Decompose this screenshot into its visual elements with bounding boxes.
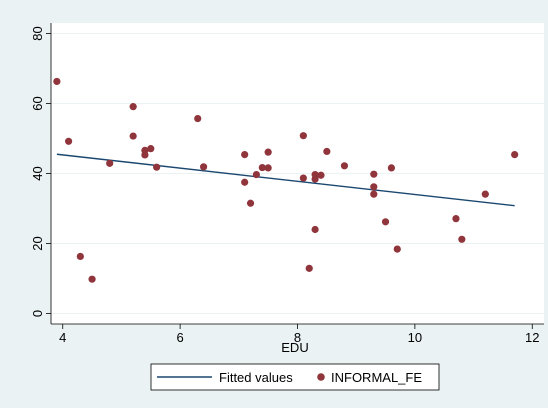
legend: Fitted values INFORMAL_FE [150, 363, 440, 391]
data-point [258, 163, 266, 172]
data-point [370, 190, 378, 198]
data-point [241, 151, 249, 159]
y-tick-label: 60 [30, 96, 45, 110]
data-point [153, 163, 161, 171]
data-point [458, 235, 466, 243]
data-point [129, 132, 137, 140]
data-point [317, 171, 325, 179]
data-point [381, 218, 390, 226]
data-point [264, 164, 272, 172]
data-point [65, 137, 73, 145]
data-point [311, 225, 319, 234]
axes: 0 20 40 60 80 4 6 8 10 12 [30, 23, 544, 345]
data-point [481, 190, 489, 198]
x-tick-label: 8 [294, 330, 301, 345]
series-layer [53, 77, 519, 283]
data-point [299, 174, 307, 182]
data-point [241, 178, 249, 186]
data-point [370, 170, 378, 178]
y-tick-label: 80 [30, 26, 45, 40]
x-tick-label: 12 [525, 330, 539, 345]
data-point [53, 77, 61, 86]
data-point [299, 132, 307, 140]
data-point [147, 145, 155, 153]
y-tick-label: 20 [30, 236, 45, 250]
data-point [370, 183, 378, 191]
data-point [246, 199, 255, 207]
legend-label-fitted: Fitted values [219, 370, 293, 385]
y-tick-label: 0 [30, 310, 45, 317]
data-point [340, 162, 349, 170]
data-point [88, 275, 96, 283]
data-point [305, 264, 313, 272]
data-point [452, 215, 460, 223]
data-point [511, 151, 519, 159]
data-point [129, 103, 137, 111]
legend-label-informal: INFORMAL_FE [331, 370, 422, 385]
data-point [264, 148, 272, 156]
data-point [194, 114, 202, 123]
x-tick-label: 10 [408, 330, 422, 345]
data-point [252, 170, 261, 179]
legend-marker-swatch [317, 373, 325, 381]
data-point [141, 151, 149, 159]
x-axis-label: EDU [281, 340, 308, 355]
data-point [76, 252, 84, 261]
data-point [106, 159, 114, 167]
data-point [393, 245, 401, 253]
fitted-values-line [56, 153, 515, 207]
y-tick-label: 40 [30, 166, 45, 180]
data-point [387, 164, 396, 172]
x-tick-label: 6 [177, 330, 184, 345]
data-point [323, 147, 331, 156]
data-point [311, 175, 319, 183]
x-tick-label: 4 [59, 330, 66, 345]
data-point [199, 163, 208, 171]
